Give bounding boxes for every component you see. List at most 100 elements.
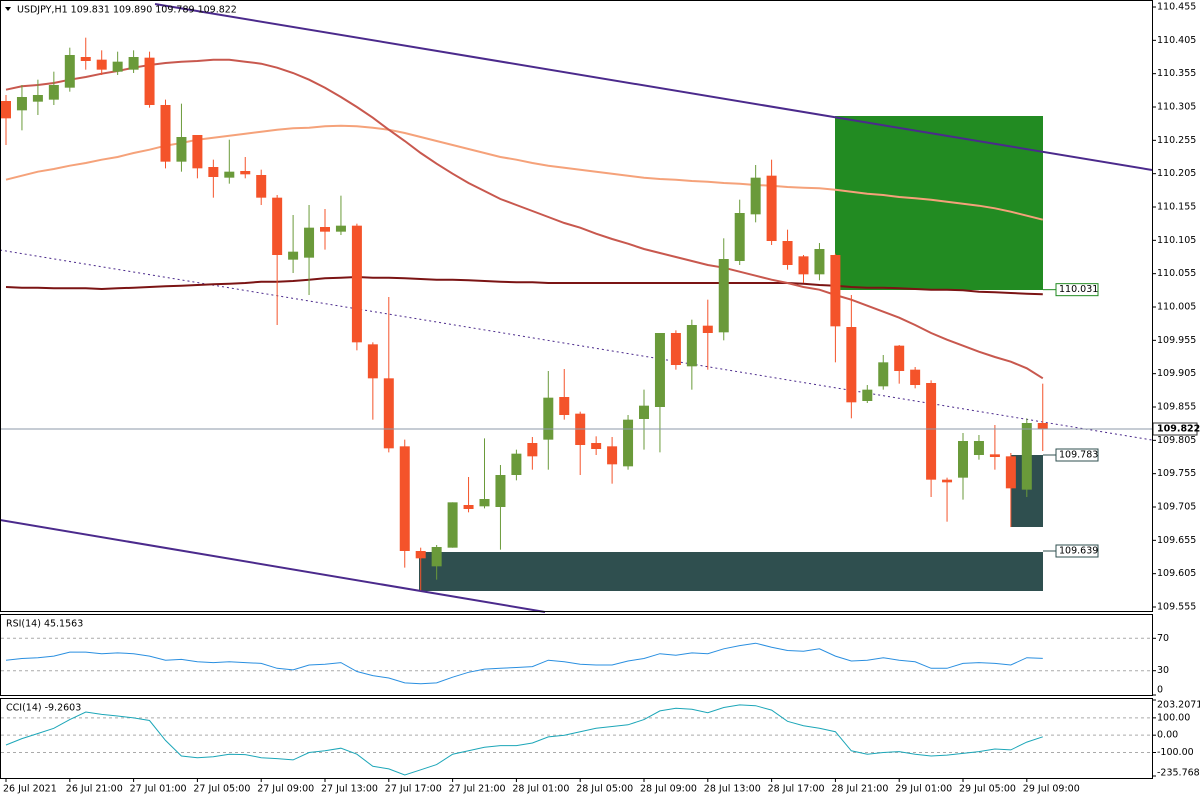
y-tick-label: -100.00	[1157, 747, 1194, 758]
y-tick-label: 109.905	[1157, 368, 1196, 379]
rsi-frame	[0, 614, 1153, 696]
candle-body	[846, 327, 857, 403]
x-tick-label: 28 Jul 01:00	[512, 784, 569, 795]
candle-body	[607, 446, 618, 465]
price-label: 110.031	[1059, 284, 1098, 295]
y-tick-label: 110.255	[1157, 135, 1196, 146]
candle-body	[320, 227, 330, 232]
candle-body	[1037, 423, 1048, 429]
indicator-line	[5, 275, 1043, 296]
x-tick-label: 27 Jul 05:00	[193, 784, 250, 795]
candle-body	[176, 137, 187, 162]
x-tick-label: 28 Jul 17:00	[768, 784, 825, 795]
channel-bottom	[0, 519, 546, 613]
candle-body	[256, 175, 267, 198]
x-tick-label: 26 Jul 2021	[3, 784, 57, 795]
candle-body	[926, 383, 937, 480]
candle-body	[128, 57, 139, 70]
menu-triangle[interactable]	[5, 7, 11, 11]
candle-body	[782, 241, 793, 265]
candle-body	[559, 397, 570, 415]
y-tick-label: 110.305	[1157, 102, 1196, 113]
candle-body	[654, 333, 665, 407]
candle-body	[335, 225, 346, 232]
candle-body	[463, 505, 474, 509]
last-price-label: 109.822	[1157, 424, 1200, 435]
candle-body	[718, 259, 729, 333]
y-tick-label: 109.755	[1157, 468, 1196, 479]
candle-body	[878, 362, 889, 387]
candle-body	[304, 227, 315, 258]
y-tick-label: 110.005	[1157, 302, 1196, 313]
candle-body	[511, 453, 522, 475]
price-label: 109.783	[1059, 450, 1098, 461]
candle-body	[367, 344, 378, 379]
indicator-line	[5, 704, 1043, 776]
zone-dark	[419, 552, 1043, 591]
cci-title: CCI(14) -9.2603	[6, 703, 81, 714]
candle-body	[527, 443, 538, 457]
candle-body	[1021, 423, 1032, 490]
candle-body	[415, 551, 426, 559]
candle-body	[144, 57, 155, 105]
y-tick-label: 110.405	[1157, 35, 1196, 46]
cci-frame	[0, 698, 1153, 779]
candle-body	[192, 135, 203, 169]
candle-body	[591, 443, 602, 449]
candle-body	[543, 397, 554, 440]
y-tick-label: 109.855	[1157, 402, 1196, 413]
y-tick-label: 100.00	[1157, 712, 1190, 723]
y-tick-label: 110.205	[1157, 168, 1196, 179]
y-tick-label: 203.2071	[1157, 700, 1200, 711]
channel-top	[154, 3, 1153, 171]
candle-body	[16, 97, 27, 111]
x-tick-label: 28 Jul 05:00	[576, 784, 633, 795]
candle-body	[639, 405, 649, 419]
x-tick-label: 28 Jul 09:00	[640, 784, 697, 795]
candle-body	[894, 345, 905, 371]
price-label-box	[1055, 448, 1099, 462]
y-tick-label: 110.155	[1157, 202, 1196, 213]
candle-body	[862, 389, 873, 401]
y-tick-label: 109.605	[1157, 568, 1196, 579]
x-tick-label: 27 Jul 17:00	[385, 784, 442, 795]
y-tick-label: 109.805	[1157, 435, 1196, 446]
candle-body	[973, 441, 984, 455]
chart-title: USDJPY,H1 109.831 109.890 109.789 109.82…	[17, 5, 237, 16]
y-tick-label: 109.705	[1157, 502, 1196, 513]
candle-body	[431, 547, 442, 567]
candle-body	[734, 213, 745, 261]
candle-body	[479, 499, 490, 507]
candle-body	[814, 249, 825, 275]
x-tick-label: 27 Jul 13:00	[321, 784, 378, 795]
candle-body	[1005, 456, 1016, 489]
candle-body	[288, 251, 299, 260]
y-tick-label: 110.055	[1157, 268, 1196, 279]
candle-body	[670, 333, 681, 365]
x-tick-label: 29 Jul 01:00	[895, 784, 952, 795]
candle-body	[495, 475, 506, 507]
x-tick-label: 29 Jul 05:00	[959, 784, 1016, 795]
candle-body	[272, 197, 283, 255]
x-tick-label: 28 Jul 13:00	[704, 784, 761, 795]
y-tick-label: -235.7683	[1157, 768, 1200, 779]
y-tick-label: 0	[1157, 685, 1163, 696]
candle-body	[399, 446, 410, 551]
rsi-title: RSI(14) 45.1563	[6, 619, 83, 630]
candle-body	[48, 85, 59, 100]
y-tick-label: 109.955	[1157, 335, 1196, 346]
candle-body	[240, 171, 251, 175]
y-tick-label: 109.555	[1157, 602, 1196, 613]
zone-green	[835, 116, 1043, 290]
candle-body	[80, 57, 91, 61]
candle-body	[32, 95, 43, 102]
candle-body	[989, 454, 1000, 457]
candle-body	[112, 61, 123, 72]
x-tick-label: 27 Jul 01:00	[130, 784, 187, 795]
candle-body	[702, 325, 713, 333]
indicator-line	[5, 642, 1043, 685]
candle-body	[798, 256, 809, 275]
price-label: 109.639	[1059, 546, 1098, 557]
